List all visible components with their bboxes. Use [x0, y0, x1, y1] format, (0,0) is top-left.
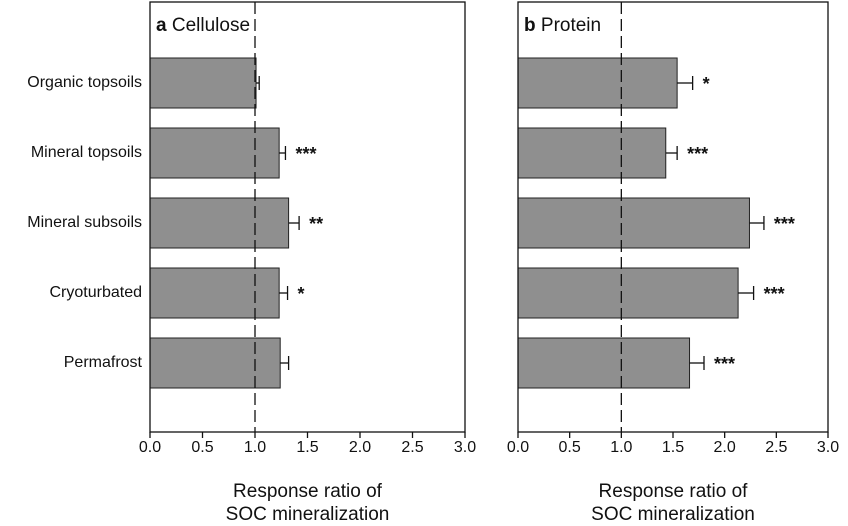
bar — [517, 267, 739, 319]
x-tick-label: 1.5 — [296, 439, 318, 456]
panel-label: b — [524, 15, 536, 36]
bar — [149, 197, 290, 249]
x-tick-label: 1.5 — [662, 439, 684, 456]
panel-title: b Protein — [524, 15, 601, 36]
significance-label: *** — [687, 144, 708, 164]
x-tick-label: 0.0 — [507, 439, 529, 456]
x-tick-label: 2.0 — [349, 439, 371, 456]
bar — [517, 57, 678, 109]
bar — [149, 337, 281, 389]
x-tick-label: 2.0 — [714, 439, 736, 456]
y-tick-label: Mineral subsoils — [27, 214, 142, 231]
panel-title-text: Cellulose — [172, 15, 250, 36]
bar — [149, 267, 280, 319]
significance-label: ** — [309, 214, 323, 234]
x-tick-label: 0.5 — [559, 439, 581, 456]
significance-label: *** — [714, 354, 735, 374]
panel-title: a Cellulose — [156, 15, 250, 36]
y-tick-label: Organic topsoils — [27, 74, 142, 91]
x-axis-label: Response ratio of — [599, 481, 749, 502]
x-tick-label: 1.0 — [244, 439, 266, 456]
panel-title-text: Protein — [541, 15, 601, 36]
x-tick-label: 3.0 — [454, 439, 476, 456]
significance-label: * — [703, 74, 710, 94]
y-tick-label: Cryoturbated — [50, 284, 143, 301]
y-tick-label: Permafrost — [64, 354, 143, 371]
bar — [517, 127, 667, 179]
significance-label: *** — [764, 284, 785, 304]
significance-label: * — [298, 284, 305, 304]
x-tick-label: 1.0 — [610, 439, 632, 456]
panel: Organic topsoils *** Mineral topsoils ** Min… — [27, 1, 476, 525]
bar — [517, 337, 691, 389]
bar — [517, 197, 750, 249]
x-axis-label: SOC mineralization — [226, 504, 390, 525]
x-tick-label: 2.5 — [765, 439, 787, 456]
x-axis-label: SOC mineralization — [591, 504, 755, 525]
y-tick-label: Mineral topsoils — [31, 144, 142, 161]
x-axis-label: Response ratio of — [233, 481, 383, 502]
x-tick-label: 3.0 — [817, 439, 839, 456]
significance-label: *** — [295, 144, 316, 164]
x-tick-label: 0.0 — [139, 439, 161, 456]
x-tick-label: 0.5 — [191, 439, 213, 456]
panel: *************0.0 0.5 1.0 1.5 2.0 2.5 3.0b Prot… — [507, 1, 839, 525]
significance-label: *** — [774, 214, 795, 234]
bar — [149, 57, 257, 109]
bar — [149, 127, 280, 179]
panel-label: a — [156, 15, 167, 36]
x-tick-label: 2.5 — [401, 439, 423, 456]
